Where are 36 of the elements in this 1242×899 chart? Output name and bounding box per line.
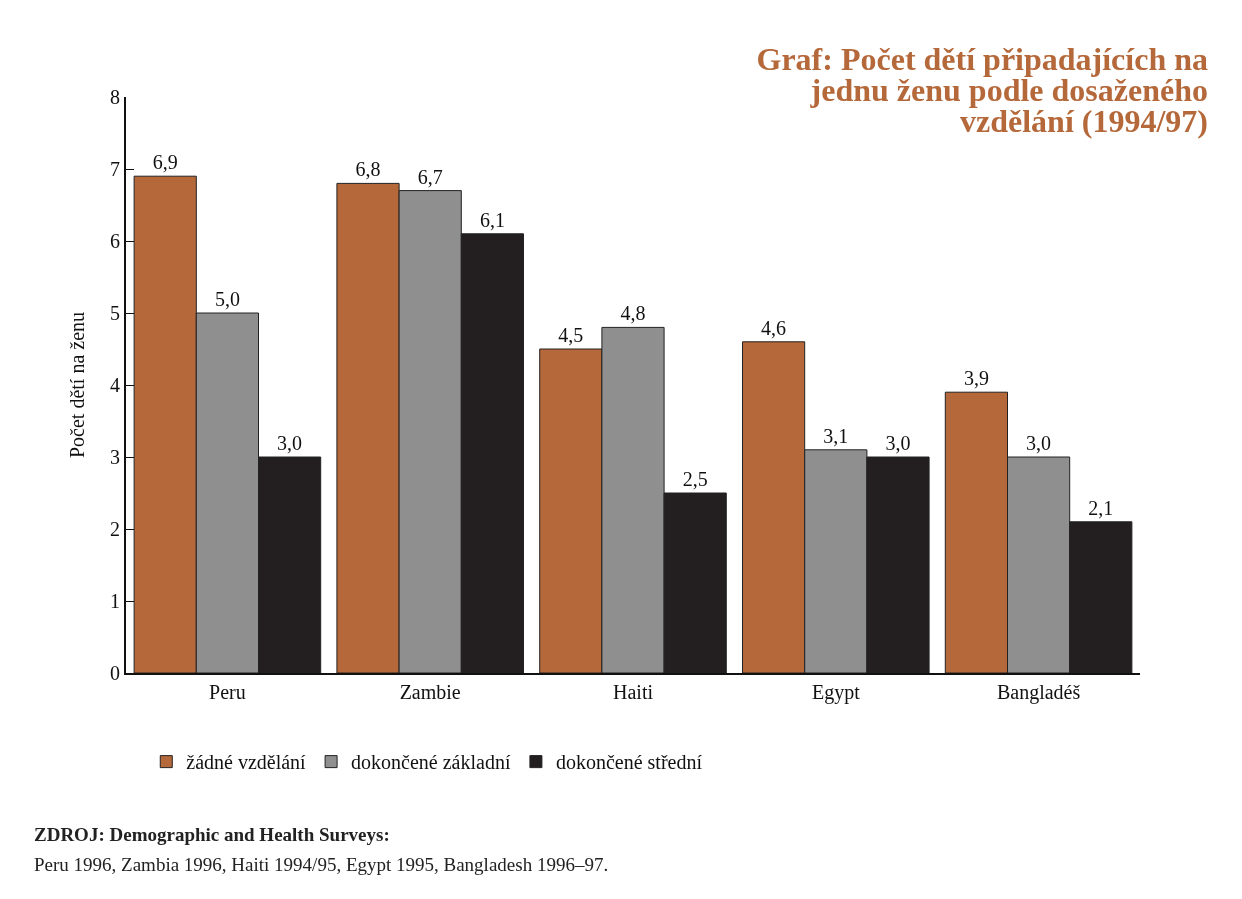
data-label: 6,7: [417, 165, 443, 188]
chart-title: Graf: Počet dětí připadajících na jednu ženu podle dosaženého vzdělání (1994/97): [755, 41, 1208, 139]
y-tick-label: 2: [110, 518, 120, 540]
x-tick-label: Peru: [209, 681, 246, 703]
x-tick-label: Bangladéš: [996, 681, 1081, 704]
data-label: 4,6: [761, 316, 787, 339]
text: ZDROJ: Demographic and Health Surveys:: [34, 823, 391, 847]
data-label: 3,9: [963, 367, 989, 390]
y-tick-label: 3: [110, 446, 120, 468]
data-label: 6,8: [355, 158, 381, 181]
legend-label: žádné vzdělání: [186, 751, 307, 774]
y-axis-title: Počet dětí na ženu: [66, 311, 88, 459]
text: Peru 1996, Zambia 1996, Haiti 1994/95, Egypt 1995, Bangladesh 1996–97.: [34, 853, 609, 877]
legend-label: dokončené střední: [555, 751, 703, 774]
y-tick-label: 8: [110, 86, 120, 108]
data-label: 3,0: [885, 432, 911, 454]
x-tick-label: Egypt: [811, 681, 861, 704]
data-label: 2,5: [682, 468, 708, 490]
data-label: 3,0: [277, 432, 303, 454]
y-tick-label: 4: [110, 374, 120, 396]
data-label: 5,0: [214, 288, 240, 310]
data-label: 3,0: [1026, 432, 1052, 454]
x-tick-label: Zambie: [399, 681, 461, 703]
data-label: 6,9: [152, 151, 178, 174]
data-label: 2,1: [1088, 496, 1114, 519]
y-tick-label: 5: [110, 302, 120, 324]
data-label: 3,1: [823, 424, 849, 447]
x-tick-label: Haiti: [613, 681, 654, 703]
data-label: 4,8: [620, 302, 646, 325]
data-label: 6,1: [479, 208, 505, 231]
y-tick-label: 6: [110, 230, 120, 252]
y-tick-label: 1: [110, 590, 120, 612]
y-tick-label: 0: [110, 662, 120, 684]
legend-label: dokončené základní: [351, 751, 511, 774]
data-label: 4,5: [558, 324, 584, 346]
y-tick-label: 7: [110, 158, 120, 180]
